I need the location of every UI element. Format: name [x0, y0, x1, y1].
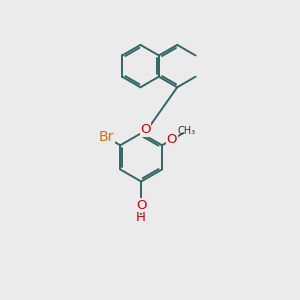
- Text: O: O: [167, 133, 177, 146]
- Text: O: O: [136, 199, 146, 212]
- Text: Br: Br: [98, 130, 114, 144]
- Text: H: H: [136, 211, 146, 224]
- Text: O: O: [140, 123, 151, 136]
- Text: CH₃: CH₃: [177, 126, 195, 136]
